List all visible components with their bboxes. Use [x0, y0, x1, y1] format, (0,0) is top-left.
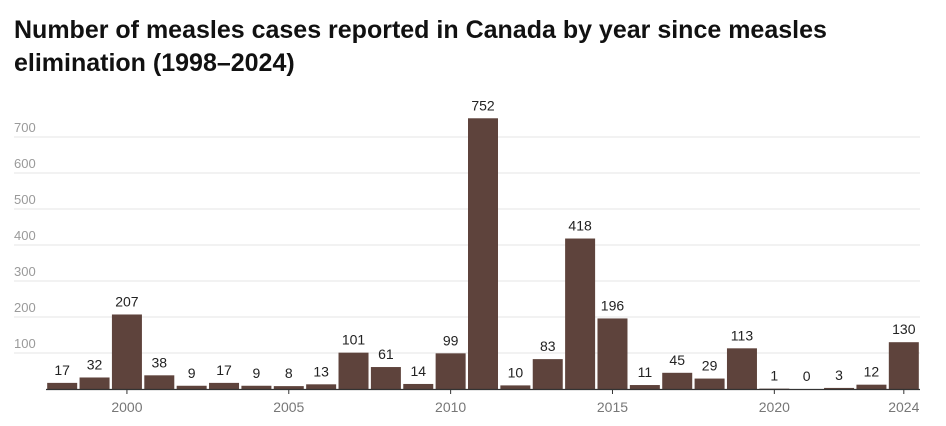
bar-2014 [565, 238, 596, 389]
bar-2024 [888, 342, 919, 389]
data-label-2001: 38 [152, 354, 168, 370]
data-label-2008: 61 [378, 346, 394, 362]
y-tick-label-700: 700 [14, 120, 36, 135]
data-label-2006: 13 [313, 363, 329, 379]
gridlines [14, 136, 920, 354]
data-label-2015: 196 [601, 297, 625, 313]
data-label-2002: 9 [188, 365, 196, 381]
data-label-2004: 9 [253, 365, 261, 381]
data-label-1998: 17 [54, 362, 70, 378]
data-label-2012: 10 [508, 364, 524, 380]
data-label-2018: 29 [702, 358, 718, 374]
bar-2001 [144, 375, 175, 389]
data-label-2024: 130 [892, 321, 916, 337]
data-label-2016: 11 [638, 364, 653, 380]
data-label-1999: 32 [87, 356, 103, 372]
y-tick-label-400: 400 [14, 228, 36, 243]
x-tick-label-2010: 2010 [435, 399, 466, 415]
data-label-2007: 101 [342, 332, 366, 348]
data-label-2014: 418 [568, 218, 592, 234]
data-label-2020: 1 [770, 368, 778, 384]
bar-2011 [468, 118, 498, 389]
data-label-2017: 45 [669, 352, 685, 368]
data-label-2010: 99 [443, 332, 459, 348]
bar-2004 [241, 385, 272, 389]
y-tick-label-100: 100 [14, 336, 36, 351]
bar-1999 [79, 377, 110, 389]
data-label-2021: 0 [803, 368, 811, 384]
bar-2018 [694, 378, 725, 389]
x-tick-label-2005: 2005 [273, 399, 304, 415]
bar-2017 [662, 372, 693, 389]
bar-2023 [856, 384, 887, 389]
y-axis-ticks: 100 200 300 400 500 600 700 [14, 120, 36, 351]
x-tick-label-2000: 2000 [111, 399, 142, 415]
y-tick-label-600: 600 [14, 156, 36, 171]
data-label-2011: 752 [471, 97, 495, 113]
data-label-2022: 3 [835, 367, 843, 383]
y-tick-label-300: 300 [14, 264, 36, 279]
bar-2008 [370, 367, 401, 389]
bar-2002 [176, 385, 207, 389]
bars [47, 118, 919, 389]
y-tick-label-500: 500 [14, 192, 36, 207]
bar-2000 [111, 314, 142, 389]
bar-2022 [824, 387, 855, 389]
chart-title: Number of measles cases reported in Cana… [14, 16, 827, 77]
bar-2015 [597, 318, 628, 389]
bar-2012 [500, 385, 531, 389]
x-tick-label-2024: 2024 [888, 399, 919, 415]
y-tick-label-200: 200 [14, 300, 36, 315]
x-axis-ticks: 2000 2005 2010 2015 2020 2024 [111, 389, 920, 415]
bar-1998 [47, 382, 78, 389]
data-label-2013: 83 [540, 338, 556, 354]
data-label-2023: 12 [864, 364, 880, 380]
bar-2010 [435, 353, 466, 389]
bar-2006 [306, 384, 337, 389]
bar-2003 [209, 382, 240, 389]
x-tick-label-2015: 2015 [597, 399, 628, 415]
bar-2005 [273, 386, 304, 389]
bar-2007 [338, 352, 369, 389]
bar-2009 [403, 383, 434, 389]
data-label-2019: 113 [731, 327, 754, 343]
data-label-2005: 8 [285, 365, 293, 381]
x-tick-label-2020: 2020 [759, 399, 790, 415]
bar-2016 [629, 385, 660, 389]
data-label-2003: 17 [216, 362, 232, 378]
bar-2019 [726, 348, 757, 389]
data-label-2009: 14 [410, 363, 426, 379]
bar-2013 [532, 359, 563, 389]
data-label-2000: 207 [115, 293, 139, 309]
